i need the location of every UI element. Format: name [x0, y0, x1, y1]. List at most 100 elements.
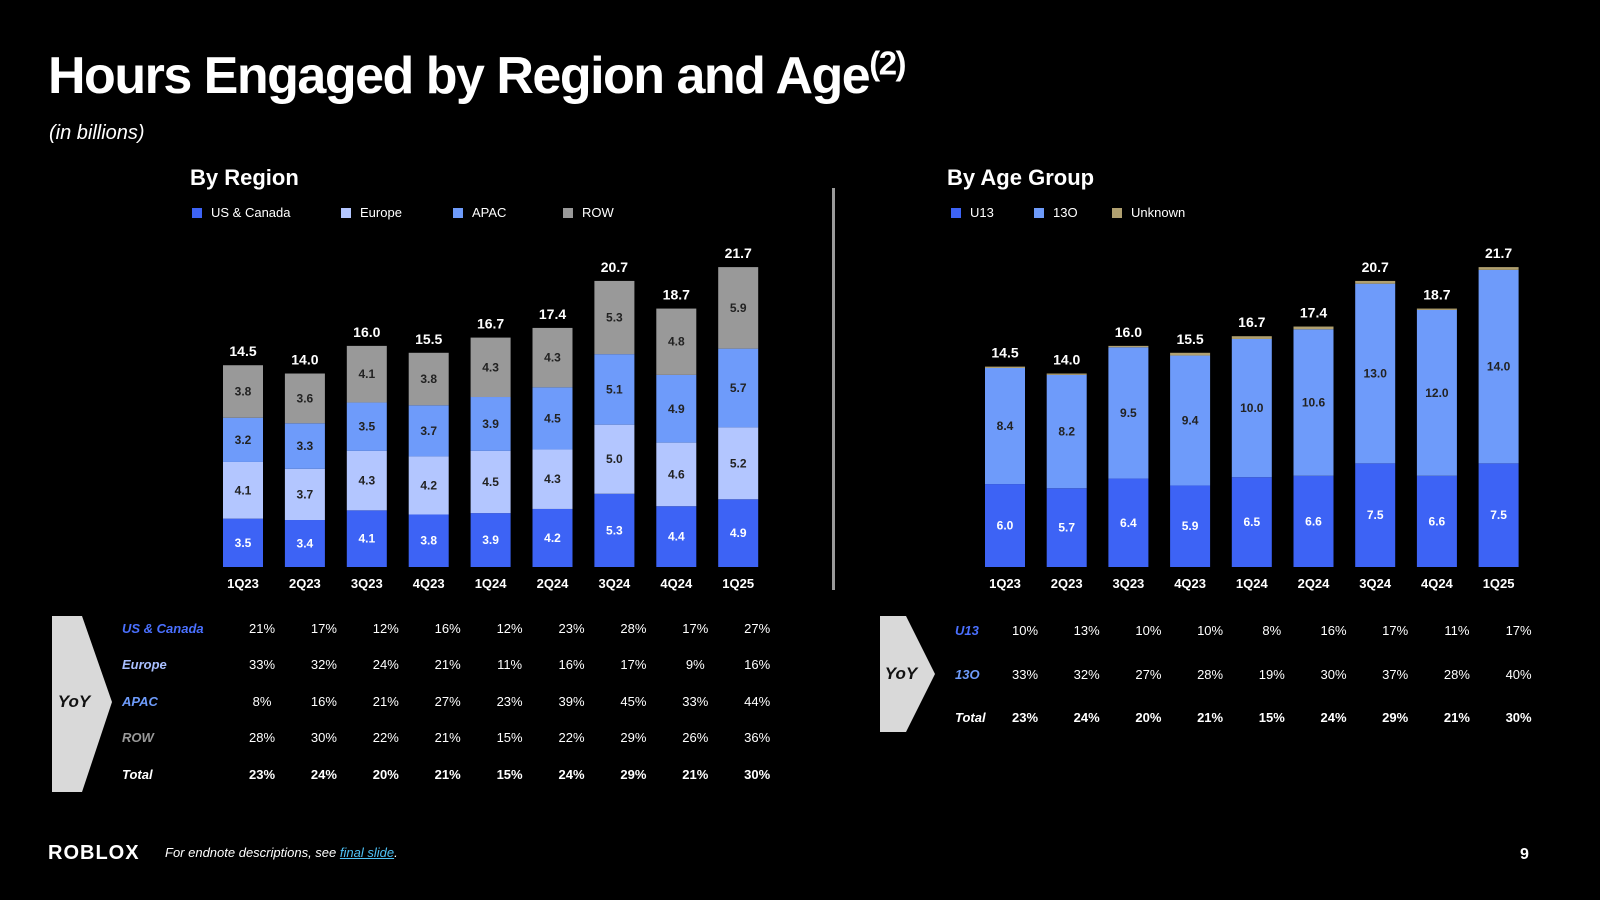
bar-value-label: 3.7	[420, 424, 437, 438]
bar-total-label: 20.7	[1362, 259, 1389, 275]
yoy-cell: 28%	[1197, 667, 1223, 682]
bar-value-label: 8.4	[997, 419, 1014, 433]
legend-label: ROW	[582, 205, 615, 220]
bar-value-label: 4.8	[668, 335, 685, 349]
bar-value-label: 5.0	[606, 452, 623, 466]
bar-value-label: 4.1	[358, 367, 375, 381]
yoy-cell: 32%	[1074, 667, 1100, 682]
yoy-cell: 32%	[311, 657, 337, 672]
yoy-cell: 8%	[1262, 623, 1281, 638]
yoy-cell: 28%	[249, 730, 275, 745]
bar-segment	[532, 387, 573, 450]
yoy-row-label: Europe	[122, 657, 167, 672]
bar-segment	[656, 374, 697, 443]
yoy-row-label: APAC	[121, 694, 158, 709]
yoy-cell: 11%	[497, 657, 522, 672]
bar-total-label: 17.4	[539, 306, 566, 322]
bar-value-label: 5.7	[730, 381, 747, 395]
yoy-cell: 21%	[435, 730, 461, 745]
bar-value-label: 6.6	[1429, 514, 1446, 528]
legend-label: US & Canada	[211, 205, 291, 220]
x-tick-label: 2Q24	[1298, 576, 1331, 591]
yoy-arrow-shape	[880, 616, 935, 732]
yoy-cell: 15%	[497, 767, 523, 782]
yoy-cell: 30%	[311, 730, 337, 745]
bar-total-label: 18.7	[1423, 287, 1450, 303]
bar-value-label: 3.5	[358, 420, 375, 434]
bar-value-label: 4.1	[235, 483, 252, 497]
bar-total-label: 17.4	[1300, 305, 1327, 321]
bar-value-label: 3.5	[235, 536, 252, 550]
yoy-cell: 24%	[558, 767, 584, 782]
bar-total-label: 14.0	[291, 352, 318, 368]
bar-value-label: 4.6	[668, 467, 685, 481]
bar-value-label: 4.3	[544, 351, 561, 365]
yoy-cell: 24%	[311, 767, 337, 782]
legend-label: Unknown	[1131, 205, 1185, 220]
bar-segment	[1046, 488, 1087, 567]
bar-segment	[1355, 283, 1396, 464]
bar-value-label: 6.4	[1120, 516, 1137, 530]
bar-total-label: 14.0	[1053, 352, 1080, 368]
final-slide-link[interactable]: final slide	[339, 845, 395, 860]
bar-value-label: 10.6	[1302, 396, 1326, 410]
yoy-cell: 16%	[558, 657, 584, 672]
bar-value-label: 7.5	[1490, 508, 1507, 522]
x-tick-label: 1Q24	[475, 576, 508, 591]
bar-segment	[470, 397, 511, 451]
bar-segment	[1416, 309, 1457, 476]
legend-swatch	[563, 208, 573, 218]
yoy-cell: 23%	[497, 694, 523, 709]
bar-value-label: 6.6	[1305, 514, 1322, 528]
x-tick-label: 1Q25	[1483, 576, 1515, 591]
bar-segment	[532, 508, 573, 567]
yoy-cell: 12%	[497, 621, 523, 636]
bar-segment	[1355, 463, 1396, 567]
page-number: 9	[1520, 846, 1529, 863]
x-tick-label: 3Q23	[351, 576, 383, 591]
bar-value-label: 4.9	[668, 402, 685, 416]
x-tick-label: 2Q23	[1051, 576, 1083, 591]
bar-segment	[408, 352, 449, 406]
x-tick-label: 1Q25	[722, 576, 754, 591]
yoy-cell: 17%	[1506, 623, 1532, 638]
yoy-cell: 29%	[1382, 710, 1408, 725]
yoy-cell: 16%	[1320, 623, 1346, 638]
bar-segment	[1170, 485, 1211, 567]
yoy-cell: 21%	[1444, 710, 1470, 725]
yoy-row-label: US & Canada	[122, 621, 204, 636]
yoy-row-label: Total	[955, 710, 986, 725]
yoy-cell: 23%	[249, 767, 275, 782]
yoy-cell: 16%	[744, 657, 770, 672]
bar-segment	[1478, 267, 1519, 270]
bar-segment	[532, 449, 573, 509]
yoy-cell: 24%	[1074, 710, 1100, 725]
bar-segment	[985, 366, 1025, 368]
bar-value-label: 3.6	[297, 391, 314, 405]
yoy-cell: 26%	[682, 730, 708, 745]
yoy-cell: 10%	[1197, 623, 1223, 638]
bar-segment	[284, 468, 325, 521]
bar-segment	[718, 348, 759, 428]
x-tick-label: 3Q23	[1112, 576, 1144, 591]
bar-segment	[223, 461, 263, 519]
yoy-cell: 20%	[373, 767, 399, 782]
yoy-cell: 23%	[1012, 710, 1038, 725]
yoy-cell: 17%	[1382, 623, 1408, 638]
bar-total-label: 18.7	[663, 287, 690, 303]
legend-label: 13O	[1053, 205, 1078, 220]
bar-value-label: 12.0	[1425, 386, 1449, 400]
yoy-cell: 15%	[497, 730, 523, 745]
legend-swatch	[951, 208, 961, 218]
yoy-cell: 36%	[744, 730, 770, 745]
legend-swatch	[1112, 208, 1122, 218]
bar-segment	[594, 424, 635, 494]
yoy-cell: 30%	[1506, 710, 1532, 725]
x-tick-label: 4Q23	[1174, 576, 1206, 591]
bar-segment	[223, 417, 263, 462]
bar-segment	[656, 506, 697, 567]
bar-value-label: 3.8	[420, 534, 437, 548]
yoy-cell: 11%	[1444, 623, 1469, 638]
yoy-cell: 10%	[1135, 623, 1161, 638]
bar-value-label: 14.0	[1487, 360, 1511, 374]
